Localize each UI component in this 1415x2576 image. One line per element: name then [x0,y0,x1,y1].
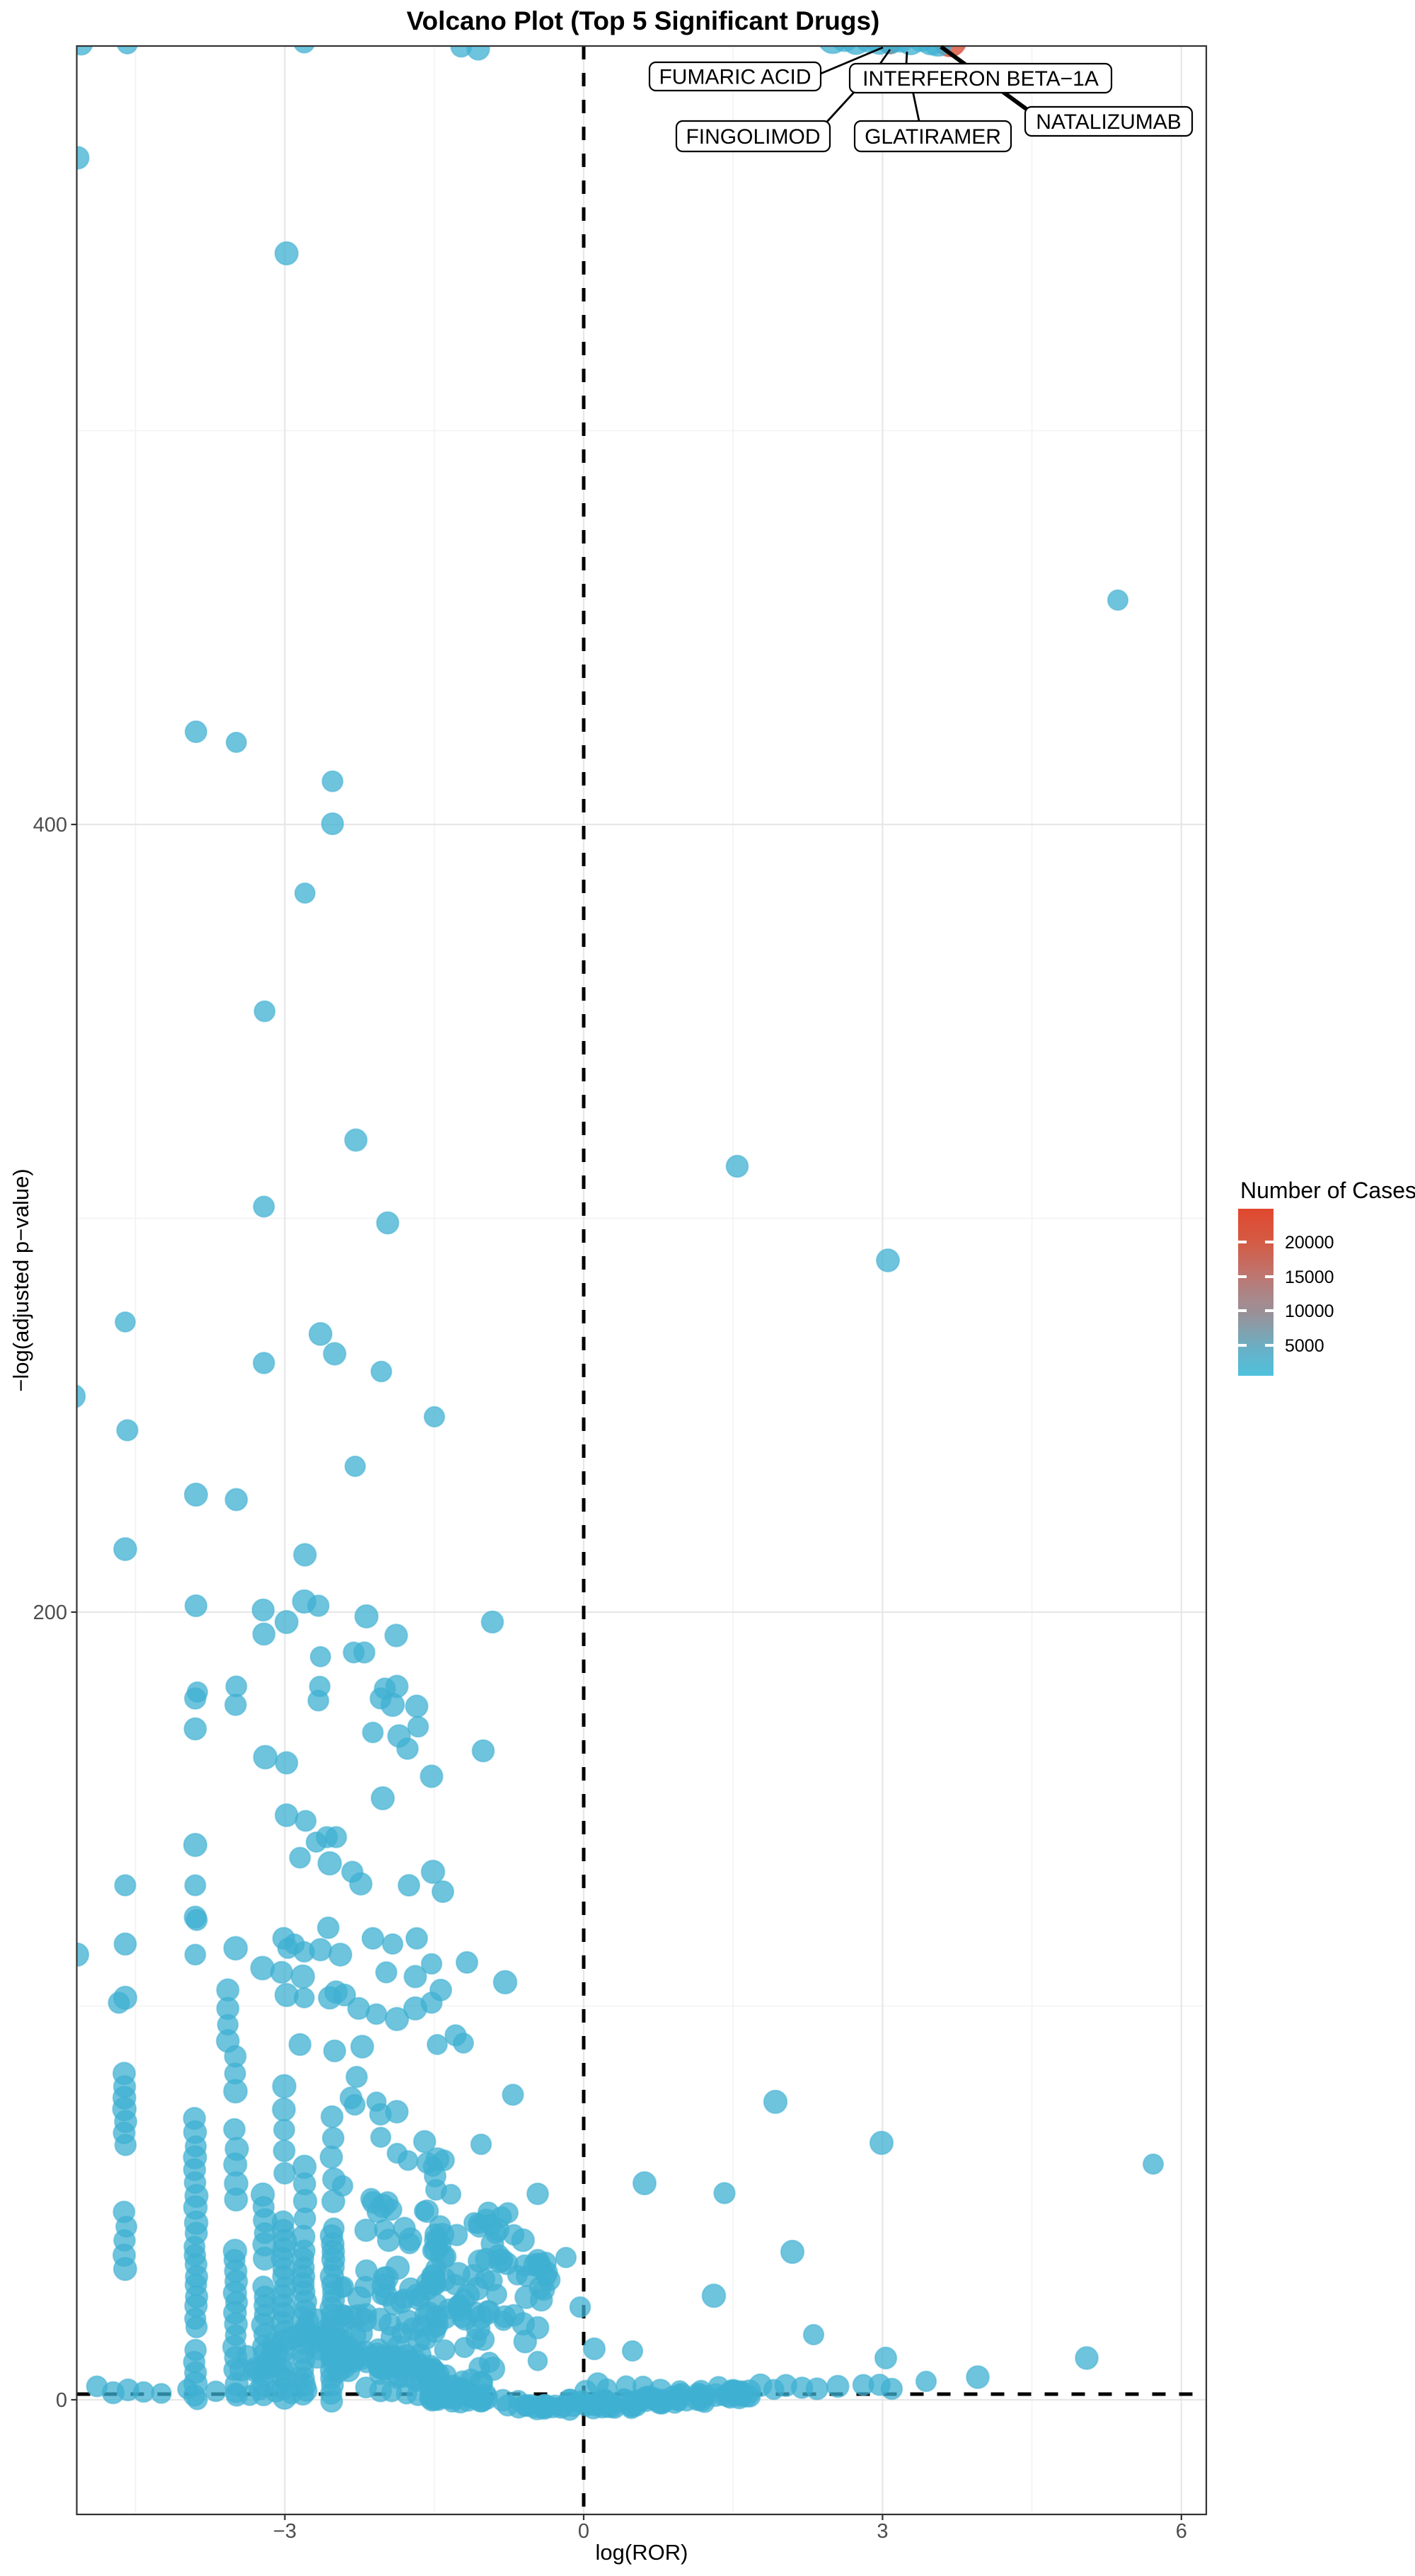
svg-text:3: 3 [877,2520,888,2543]
svg-text:15000: 15000 [1285,1267,1334,1287]
svg-text:−3: −3 [273,2520,296,2543]
svg-text:FUMARIC ACID: FUMARIC ACID [659,66,811,89]
svg-text:Volcano Plot (Top 5 Significan: Volcano Plot (Top 5 Significant Drugs) [407,6,880,35]
svg-text:6: 6 [1176,2520,1187,2543]
svg-text:10000: 10000 [1285,1301,1334,1321]
svg-text:−log(adjusted p−value): −log(adjusted p−value) [8,1168,33,1391]
svg-text:NATALIZUMAB: NATALIZUMAB [1036,110,1182,134]
svg-text:Number of Cases: Number of Cases [1240,1178,1415,1203]
svg-text:400: 400 [33,814,67,836]
svg-text:GLATIRAMER: GLATIRAMER [865,125,1001,149]
svg-text:0: 0 [56,2389,67,2412]
svg-text:0: 0 [578,2520,589,2543]
svg-text:INTERFERON BETA−1A: INTERFERON BETA−1A [862,67,1099,91]
svg-text:20000: 20000 [1285,1233,1334,1253]
svg-text:log(ROR): log(ROR) [596,2540,688,2565]
svg-text:FINGOLIMOD: FINGOLIMOD [686,125,820,149]
svg-text:5000: 5000 [1285,1336,1324,1356]
svg-text:200: 200 [33,1602,67,1624]
